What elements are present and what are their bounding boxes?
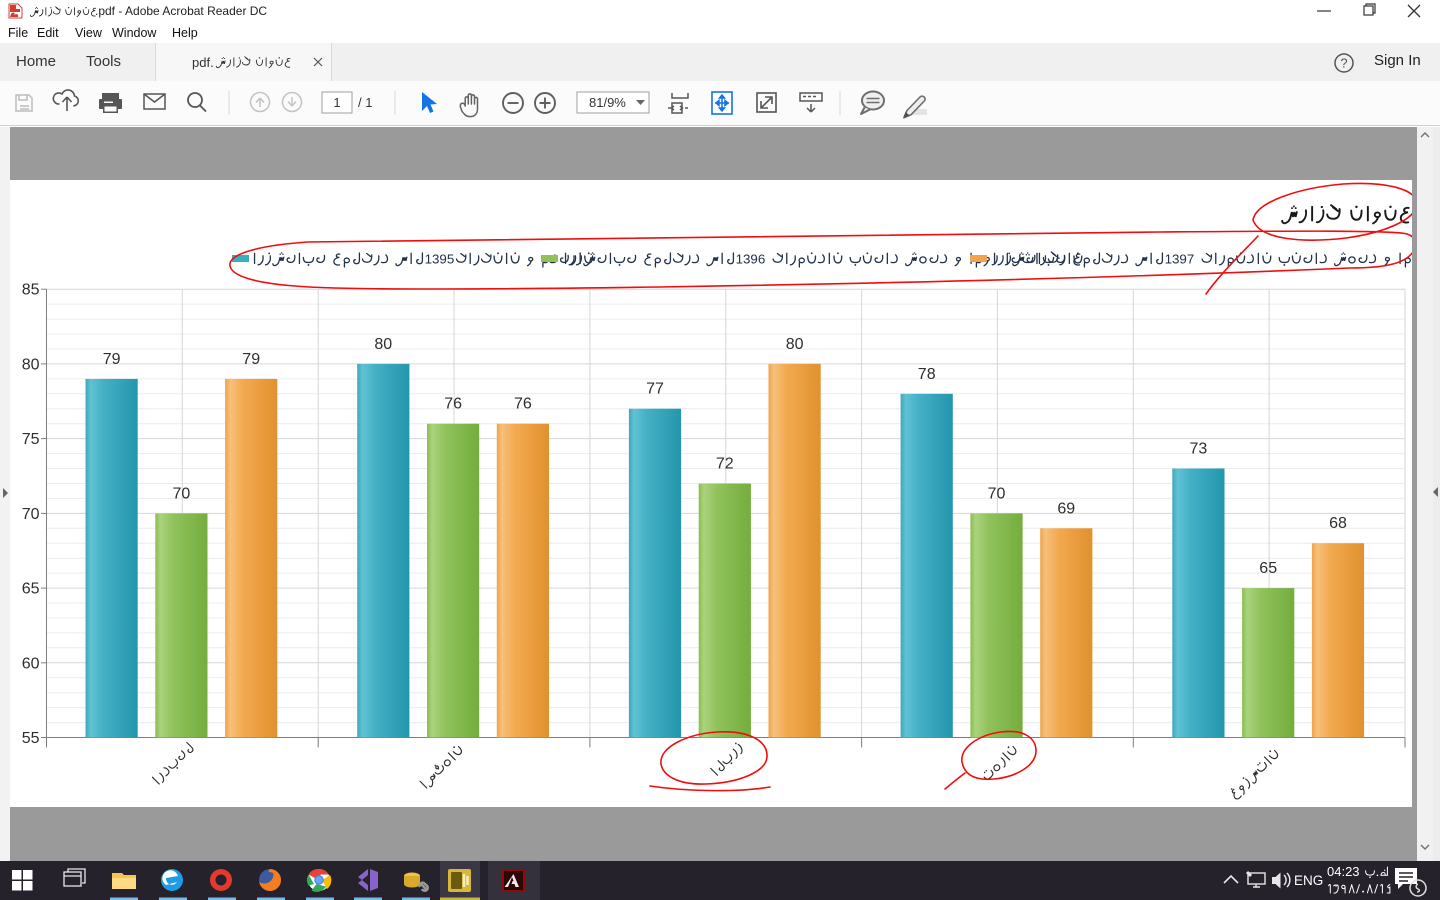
svg-text:60: 60 (22, 655, 40, 672)
svg-text:70: 70 (988, 485, 1006, 502)
svg-text:?: ? (1340, 56, 1347, 71)
svg-text:ENG: ENG (1294, 873, 1323, 888)
svg-text:76: 76 (514, 396, 532, 413)
svg-text:85: 85 (22, 282, 40, 299)
svg-text:79: 79 (103, 351, 121, 368)
svg-text:70: 70 (22, 506, 40, 523)
svg-text:75: 75 (22, 431, 40, 448)
svg-text:72: 72 (716, 456, 734, 473)
svg-text:1395: 1395 (425, 252, 455, 267)
svg-text:80: 80 (786, 336, 804, 353)
svg-text:/ 1: / 1 (358, 95, 372, 110)
svg-text:04:23: 04:23 (1327, 864, 1360, 879)
svg-text:1396: 1396 (736, 252, 766, 267)
svg-text:80: 80 (374, 336, 392, 353)
svg-text:77: 77 (646, 381, 664, 398)
svg-text:76: 76 (444, 396, 462, 413)
svg-text:80: 80 (22, 356, 40, 373)
svg-text:55: 55 (22, 730, 40, 747)
svg-text:70: 70 (173, 485, 191, 502)
svg-text:79: 79 (242, 351, 260, 368)
svg-text:65: 65 (1259, 560, 1277, 577)
svg-text:73: 73 (1190, 441, 1208, 458)
svg-text:69: 69 (1057, 500, 1075, 517)
svg-text:68: 68 (1329, 515, 1347, 532)
svg-text:81/9%: 81/9% (589, 95, 626, 110)
svg-text:1397: 1397 (1165, 252, 1195, 267)
svg-text:1: 1 (333, 95, 340, 110)
svg-text:65: 65 (22, 581, 40, 598)
svg-text:78: 78 (918, 366, 936, 383)
